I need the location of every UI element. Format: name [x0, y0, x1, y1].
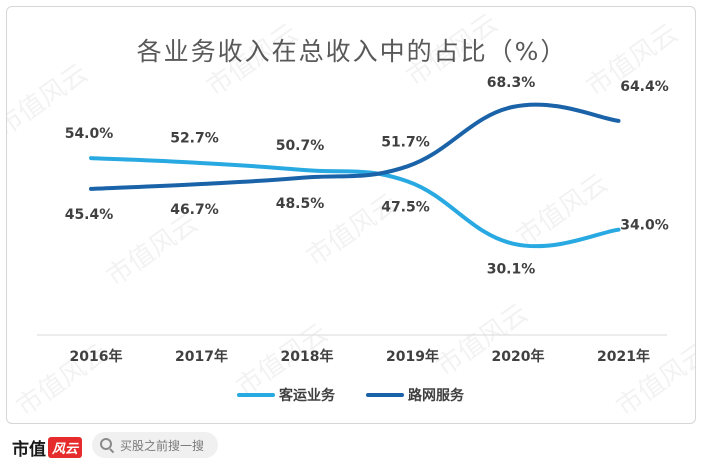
watermark-text: 市值风云 [101, 208, 203, 292]
data-label: 47.5% [381, 199, 430, 215]
data-label: 52.7% [170, 131, 219, 147]
legend-label: 路网服务 [408, 387, 465, 404]
data-label: 46.7% [170, 202, 219, 218]
x-tick-label: 2020年 [492, 348, 545, 365]
data-label: 30.1% [487, 262, 536, 278]
brand-name: 市值 [12, 439, 46, 460]
x-tick-label: 2021年 [597, 348, 650, 365]
brand-badge: 风云 [48, 436, 83, 458]
chart-card: 各业务收入在总收入中的占比（%） 市值风云 市值风云 市值风云 市值风云 市值风云 市值风… [6, 6, 696, 424]
search-box[interactable]: 买股之前搜一搜 [92, 432, 218, 458]
x-tick-label: 2016年 [70, 348, 123, 365]
data-label: 64.4% [620, 79, 669, 95]
brand-logo[interactable]: 市值 风云 [12, 436, 83, 460]
legend-label: 客运业务 [278, 387, 336, 404]
search-icon [100, 438, 114, 452]
data-label: 51.7% [381, 134, 430, 150]
search-placeholder: 买股之前搜一搜 [120, 438, 205, 453]
x-tick-label: 2019年 [386, 348, 439, 365]
x-tick-label: 2018年 [281, 348, 334, 365]
watermark-text: 市值风云 [201, 18, 303, 102]
watermark-text: 市值风云 [431, 298, 533, 382]
chart-title: 各业务收入在总收入中的占比（%） [136, 37, 568, 66]
footer-bar: 市值 风云 买股之前搜一搜 [0, 424, 704, 469]
x-tick-label: 2017年 [175, 348, 228, 365]
data-label: 45.4% [65, 207, 114, 223]
data-label: 68.3% [487, 75, 536, 91]
data-label: 34.0% [620, 218, 669, 234]
watermark-text: 市值风云 [511, 168, 613, 252]
data-label: 54.0% [65, 126, 114, 142]
series-line-1 [89, 156, 621, 249]
data-label: 48.5% [276, 196, 325, 212]
data-label: 50.7% [276, 138, 325, 154]
series-line-2 [89, 102, 621, 191]
